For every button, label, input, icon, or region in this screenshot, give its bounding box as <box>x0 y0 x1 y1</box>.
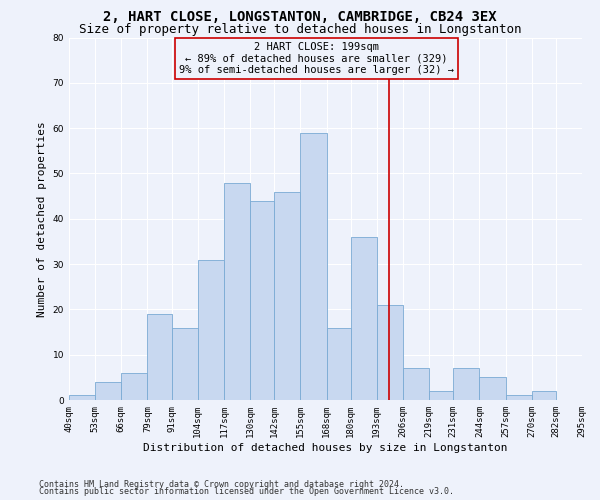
Text: Contains HM Land Registry data © Crown copyright and database right 2024.: Contains HM Land Registry data © Crown c… <box>39 480 404 489</box>
Bar <box>148 314 172 400</box>
Y-axis label: Number of detached properties: Number of detached properties <box>37 121 47 316</box>
Bar <box>274 192 301 400</box>
Bar <box>121 373 148 400</box>
Text: 2, HART CLOSE, LONGSTANTON, CAMBRIDGE, CB24 3EX: 2, HART CLOSE, LONGSTANTON, CAMBRIDGE, C… <box>103 10 497 24</box>
Bar <box>250 200 274 400</box>
Bar <box>350 237 377 400</box>
Bar <box>301 132 326 400</box>
Text: Size of property relative to detached houses in Longstanton: Size of property relative to detached ho… <box>79 22 521 36</box>
Bar <box>479 378 506 400</box>
Bar <box>172 328 198 400</box>
Bar <box>532 391 556 400</box>
Bar <box>326 328 350 400</box>
Bar <box>377 305 403 400</box>
Bar <box>198 260 224 400</box>
Bar <box>69 396 95 400</box>
Bar <box>429 391 453 400</box>
Bar <box>224 182 250 400</box>
Text: 2 HART CLOSE: 199sqm
← 89% of detached houses are smaller (329)
9% of semi-detac: 2 HART CLOSE: 199sqm ← 89% of detached h… <box>179 42 454 75</box>
Bar <box>453 368 479 400</box>
Bar <box>506 396 532 400</box>
Bar <box>403 368 429 400</box>
Text: Contains public sector information licensed under the Open Government Licence v3: Contains public sector information licen… <box>39 487 454 496</box>
X-axis label: Distribution of detached houses by size in Longstanton: Distribution of detached houses by size … <box>143 442 508 452</box>
Bar <box>95 382 121 400</box>
